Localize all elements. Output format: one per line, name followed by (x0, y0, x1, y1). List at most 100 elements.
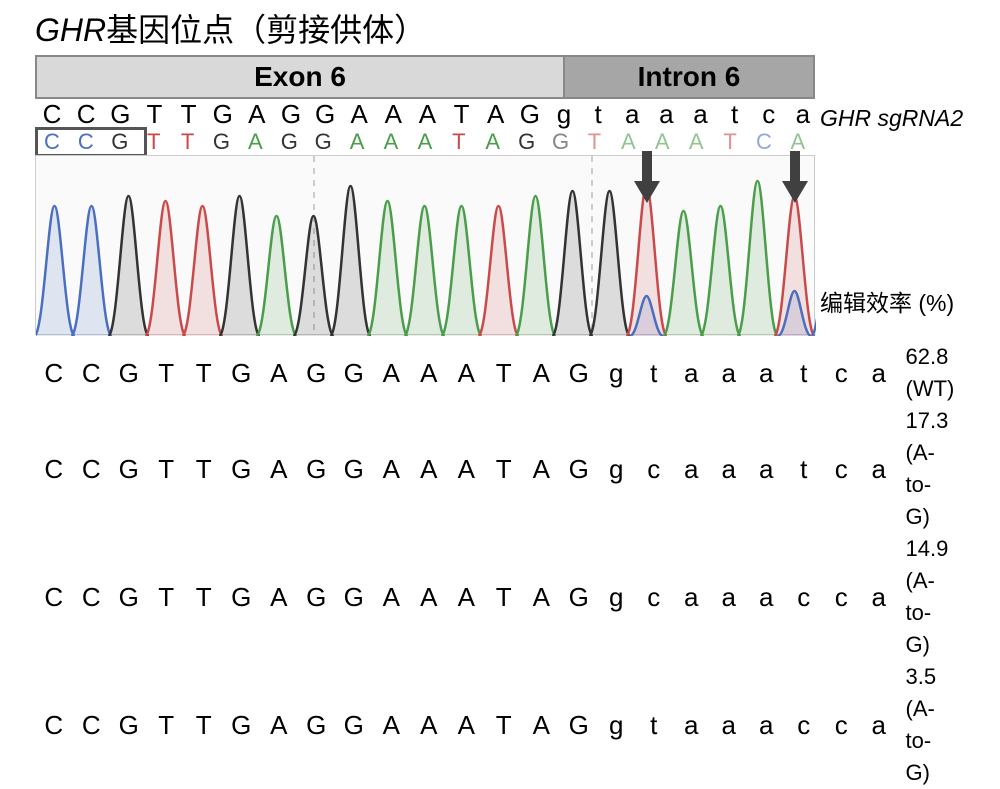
base: G (110, 581, 148, 613)
base: g (598, 357, 636, 389)
base: a (673, 709, 711, 741)
base: c (635, 581, 673, 613)
base: C (35, 99, 69, 129)
result-percent: 62.8 (WT) (898, 341, 955, 405)
base: T (185, 453, 223, 485)
base: A (410, 453, 448, 485)
base: C (73, 453, 111, 485)
base: G (560, 581, 598, 613)
base: G (560, 709, 598, 741)
base: A (260, 709, 298, 741)
base: T (485, 709, 523, 741)
base: A (374, 129, 408, 155)
base: C (35, 581, 73, 613)
base: T (185, 357, 223, 389)
base: A (410, 357, 448, 389)
base: G (335, 581, 373, 613)
base: G (306, 129, 340, 155)
base: a (748, 357, 786, 389)
base: a (748, 709, 786, 741)
base: A (523, 453, 561, 485)
result-row: CCGTTGAGGAAATAGgtaaacca3.5 (A-to-G) (20, 661, 820, 789)
base: a (649, 99, 683, 129)
base: G (272, 129, 306, 155)
base: g (598, 709, 636, 741)
base: a (710, 581, 748, 613)
sgrna-label: GHR sgRNA2 (820, 103, 980, 133)
base: G (206, 99, 240, 129)
base: G (510, 129, 544, 155)
base: T (148, 581, 186, 613)
base: C (747, 129, 781, 155)
base: G (223, 709, 261, 741)
base: A (476, 129, 510, 155)
base: T (171, 129, 205, 155)
base: G (103, 129, 137, 155)
base: t (785, 357, 823, 389)
base: G (103, 99, 137, 129)
base: G (110, 357, 148, 389)
result-percent: 17.3 (A-to-G) (898, 405, 949, 533)
base: A (523, 581, 561, 613)
base: G (110, 453, 148, 485)
base: t (785, 453, 823, 485)
base: A (260, 453, 298, 485)
base: G (205, 129, 239, 155)
base: T (485, 581, 523, 613)
exon-region: Exon 6 (35, 55, 565, 99)
base: t (718, 99, 752, 129)
base: t (581, 99, 615, 129)
base: g (598, 581, 636, 613)
base: a (673, 581, 711, 613)
page-title: GHR基因位点（剪接供体） (20, 5, 980, 51)
base: A (340, 129, 374, 155)
base: T (442, 129, 476, 155)
guide-sequence: CCGTTGAGGAAATAGgtaaatca (20, 99, 820, 129)
base: G (544, 129, 578, 155)
base: C (73, 357, 111, 389)
base: c (635, 453, 673, 485)
base: c (823, 709, 861, 741)
base: T (713, 129, 747, 155)
base: A (523, 357, 561, 389)
base: A (373, 581, 411, 613)
base: C (73, 709, 111, 741)
base: g (547, 99, 581, 129)
base: G (308, 99, 342, 129)
base: T (172, 99, 206, 129)
base: t (635, 357, 673, 389)
base: A (373, 357, 411, 389)
chromatogram-sequence: CCGTTGAGGAAATAGGTAAATCA (35, 129, 815, 155)
base: G (298, 581, 336, 613)
base: A (373, 453, 411, 485)
base: T (137, 129, 171, 155)
base: c (785, 581, 823, 613)
base: A (260, 581, 298, 613)
base: C (69, 129, 103, 155)
base: G (560, 357, 598, 389)
gene-name: GHR (35, 12, 106, 48)
base: a (673, 453, 711, 485)
base: g (598, 453, 636, 485)
base: C (73, 581, 111, 613)
base: C (69, 99, 103, 129)
base: c (785, 709, 823, 741)
base: a (710, 709, 748, 741)
base: G (335, 357, 373, 389)
base: c (752, 99, 786, 129)
base: A (238, 129, 272, 155)
base: A (448, 357, 486, 389)
base: C (35, 129, 69, 155)
base: A (448, 453, 486, 485)
base: C (35, 709, 73, 741)
base: a (748, 581, 786, 613)
result-row: CCGTTGAGGAAATAGgtaaatca62.8 (WT) (20, 341, 820, 405)
base: G (223, 357, 261, 389)
base: C (35, 453, 73, 485)
result-rows: CCGTTGAGGAAATAGgtaaatca62.8 (WT)CCGTTGAG… (20, 341, 820, 789)
base: a (683, 99, 717, 129)
base: G (298, 357, 336, 389)
base: A (410, 581, 448, 613)
base: A (679, 129, 713, 155)
base: G (110, 709, 148, 741)
